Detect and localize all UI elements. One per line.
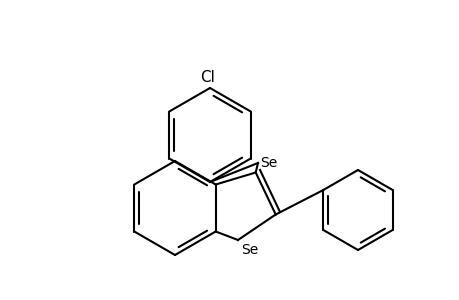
Text: Se: Se xyxy=(241,243,257,257)
Text: Se: Se xyxy=(259,156,277,170)
Text: Cl: Cl xyxy=(200,70,215,85)
